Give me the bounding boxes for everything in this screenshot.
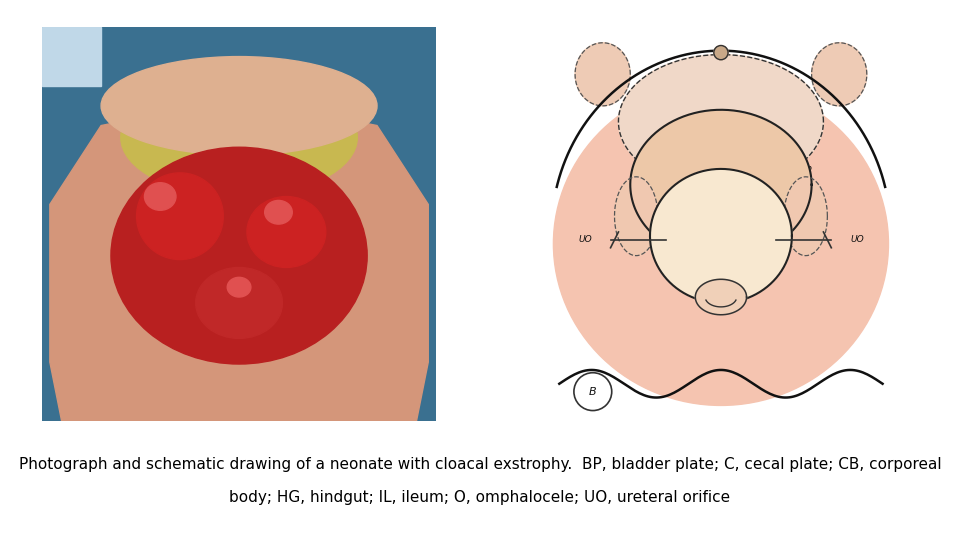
Ellipse shape — [618, 55, 824, 188]
Ellipse shape — [196, 267, 282, 339]
Ellipse shape — [247, 197, 325, 267]
Text: BP: BP — [802, 166, 812, 176]
Ellipse shape — [101, 57, 377, 155]
Ellipse shape — [144, 183, 176, 210]
Ellipse shape — [121, 78, 357, 197]
Ellipse shape — [553, 82, 888, 406]
Text: Photograph and schematic drawing of a neonate with cloacal exstrophy.  BP, bladd: Photograph and schematic drawing of a ne… — [18, 457, 942, 472]
Ellipse shape — [228, 278, 251, 297]
Text: body; HG, hindgut; IL, ileum; O, omphalocele; UO, ureteral orifice: body; HG, hindgut; IL, ileum; O, omphalo… — [229, 490, 731, 505]
Ellipse shape — [575, 43, 631, 106]
Ellipse shape — [784, 177, 828, 255]
Text: HG: HG — [714, 293, 728, 301]
Text: O: O — [716, 95, 726, 105]
Ellipse shape — [111, 147, 367, 364]
Ellipse shape — [695, 279, 747, 315]
Text: CB: CB — [620, 330, 633, 339]
Ellipse shape — [593, 313, 660, 356]
Ellipse shape — [614, 177, 658, 255]
Text: UO: UO — [850, 235, 864, 245]
Ellipse shape — [650, 169, 792, 303]
Text: UO: UO — [578, 235, 591, 245]
Text: IL: IL — [770, 146, 779, 156]
Text: CB: CB — [809, 330, 822, 339]
Ellipse shape — [265, 200, 292, 224]
Circle shape — [714, 45, 728, 60]
Ellipse shape — [136, 173, 224, 260]
Ellipse shape — [782, 313, 849, 356]
Text: B: B — [589, 387, 596, 397]
Ellipse shape — [631, 110, 811, 260]
Text: BP: BP — [631, 166, 642, 176]
Polygon shape — [42, 27, 101, 86]
Ellipse shape — [811, 43, 867, 106]
Text: C: C — [716, 230, 726, 242]
Polygon shape — [50, 98, 428, 421]
